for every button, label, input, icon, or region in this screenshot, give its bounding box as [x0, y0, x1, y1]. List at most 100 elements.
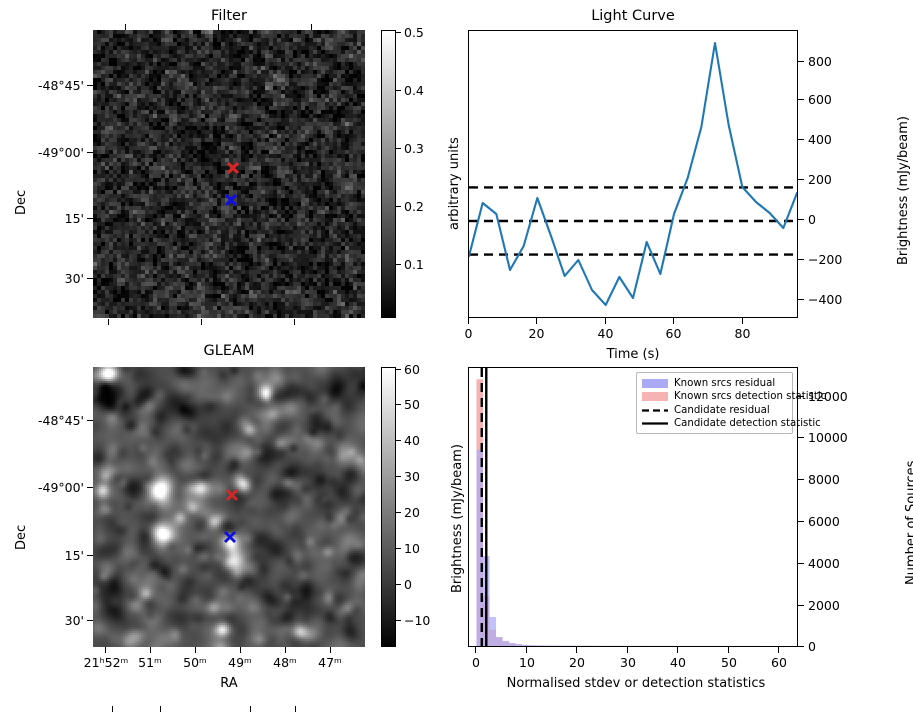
gleam-xtick-mark-top-1	[160, 706, 161, 712]
gleam-cbar-label-1: 50	[404, 397, 420, 412]
lc-ytick-mark-6	[798, 299, 804, 300]
gleam-cbar-tick-3	[396, 476, 401, 477]
lc-xtick-2: 40	[593, 326, 618, 341]
gleam-ytick-1: -49°00'	[22, 480, 84, 495]
gleam-markers-layer	[93, 367, 365, 647]
hist-xtick-mark-0	[475, 647, 476, 653]
lc-ytick-mark-0	[798, 61, 804, 62]
hist-ytick-mark-3	[798, 521, 804, 522]
hist-bar-residual	[542, 645, 549, 646]
gleam-cbar-tick-4	[396, 512, 401, 513]
lc-ytick-1: 600	[808, 92, 832, 107]
hist-bar-residual	[522, 645, 529, 646]
gleam-cbar-label-4: 20	[404, 505, 420, 520]
lc-xtick-1: 20	[524, 326, 549, 341]
light-curve-line	[469, 43, 797, 305]
gleam-cbar-tick-5	[396, 548, 401, 549]
hist-xtick-mark-1	[526, 647, 527, 653]
filter-markers-layer	[93, 30, 365, 318]
hist-bar-residual	[529, 645, 536, 646]
gleam-xtick-mark-top-0	[112, 706, 113, 712]
filter-cbar-label-3: 0.2	[404, 199, 424, 214]
gleam-ylabel: Dec	[14, 525, 29, 550]
hist-xtick-4: 40	[665, 655, 691, 670]
hist-xtick-1: 10	[514, 655, 540, 670]
hist-bar-residual	[503, 641, 510, 646]
hist-ytick-mark-0	[798, 396, 804, 397]
legend-swatch-candidate-detection-statistic	[642, 419, 668, 428]
gleam-xtick-mark-4	[285, 647, 286, 653]
filter-cbar-tick-0	[396, 32, 401, 33]
gleam-colorbar	[381, 367, 396, 647]
lc-ytick-6: −400	[808, 292, 842, 307]
gleam-cbar-label-6: 0	[404, 577, 412, 592]
hist-ytick-2: 8000	[808, 472, 840, 487]
filter-title: Filter	[93, 8, 365, 24]
filter-cbar-tick-1	[396, 90, 401, 91]
gleam-ytick-0: -48°45'	[22, 413, 84, 428]
legend-entry-candidate-detection-statistic: Candidate detection statistic	[642, 418, 787, 431]
lc-xtick-mark-0	[468, 318, 469, 324]
legend-swatch-known-srcs-detection-statistic	[642, 392, 668, 401]
lc-ytick-4: 0	[808, 212, 816, 227]
hist-xtick-6: 60	[766, 655, 792, 670]
gleam-cbar-tick-1	[396, 404, 401, 405]
panel-gleam: GLEAM Dec -48°45' -49°00' 15' 30'	[0, 345, 456, 699]
gleam-xtick-mark-top-3	[295, 706, 296, 712]
gleam-cbar-label-0: 60	[404, 362, 420, 377]
gleam-cbar-label-2: 40	[404, 433, 420, 448]
lc-xtick-mark-1	[536, 318, 537, 324]
filter-cbar-tick-2	[396, 148, 401, 149]
gleam-xtick-mark-0	[105, 647, 106, 653]
gleam-cbar-tick-7	[396, 620, 401, 621]
lc-xtick-4: 80	[730, 326, 755, 341]
filter-cbar-tick-4	[396, 264, 401, 265]
gleam-xtick-0: 21ʰ52ᵐ	[77, 655, 135, 670]
lc-ytick-mark-2	[798, 139, 804, 140]
filter-cbar-label-1: 0.4	[404, 83, 424, 98]
hist-ytick-0: 12000	[808, 389, 848, 404]
lc-xtick-3: 60	[661, 326, 686, 341]
filter-colorbar	[381, 30, 396, 318]
gleam-xtick-mark-top-2	[250, 706, 251, 712]
hist-ytick-6: 0	[808, 639, 816, 654]
hist-ytick-4: 4000	[808, 556, 840, 571]
hist-bar-residual	[509, 643, 516, 646]
filter-ytick-2: 15'	[22, 211, 84, 226]
gleam-xtick-mark-3	[240, 647, 241, 653]
gleam-cbar-label-7: −10	[404, 613, 430, 628]
hist-ytick-mark-1	[798, 437, 804, 438]
lc-ytick-3: 200	[808, 172, 832, 187]
hist-xtick-0: 0	[463, 655, 489, 670]
legend-label-candidate-residual: Candidate residual	[674, 405, 770, 416]
hist-xtick-mark-2	[576, 647, 577, 653]
lc-xtick-mark-4	[742, 318, 743, 324]
gleam-xtick-3: 49ᵐ	[220, 655, 260, 670]
gleam-cbar-tick-6	[396, 584, 401, 585]
filter-xtick-mark-bot-0	[108, 319, 109, 325]
panel-light-curve: Light Curve 0 20 40 60 80 800 600 400 20…	[456, 0, 913, 345]
gleam-xtick-4: 48ᵐ	[265, 655, 305, 670]
legend-entry-known-srcs-detection-statistic: Known srcs detection statistic	[642, 391, 787, 404]
light-curve-title: Light Curve	[468, 8, 798, 24]
panel-filter: Filter Dec -48°45' -49°00' 15' 30'	[0, 0, 456, 345]
candidate-position-marker-red	[228, 163, 238, 173]
hist-ytick-1: 10000	[808, 430, 848, 445]
histogram-ylabel: Number of Sources	[904, 461, 913, 585]
gleam-cbar-label-3: 30	[404, 469, 420, 484]
filter-ytick-0: -48°45'	[22, 78, 84, 93]
hist-xtick-mark-5	[728, 647, 729, 653]
hist-xtick-mark-4	[677, 647, 678, 653]
lc-ytick-mark-4	[798, 219, 804, 220]
known-source-position-marker-blue	[226, 195, 236, 205]
filter-xtick-mark-bot-2	[294, 319, 295, 325]
gleam-xtick-mark-5	[330, 647, 331, 653]
lc-xtick-0: 0	[456, 326, 481, 341]
lc-xtick-mark-3	[673, 318, 674, 324]
hist-bar-residual	[535, 645, 542, 646]
lc-ytick-mark-1	[798, 99, 804, 100]
filter-cbar-tick-3	[396, 206, 401, 207]
legend-entry-known-srcs-residual: Known srcs residual	[642, 377, 787, 390]
hist-xtick-mark-3	[627, 647, 628, 653]
